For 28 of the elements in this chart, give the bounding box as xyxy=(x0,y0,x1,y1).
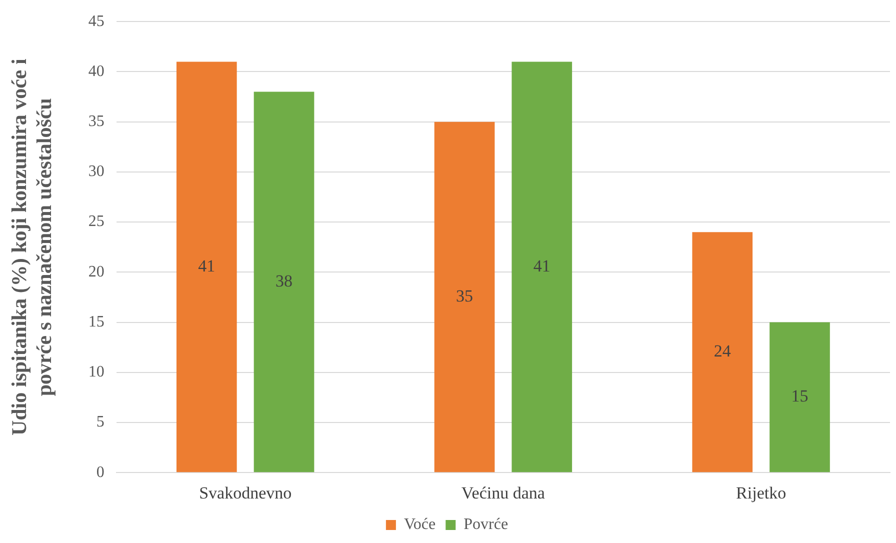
x-tick-label: Većinu dana xyxy=(461,483,546,502)
y-tick-label: 10 xyxy=(88,364,104,381)
x-tick-label: Svakodnevno xyxy=(199,483,292,502)
data-label: 41 xyxy=(533,256,550,276)
legend-label: Povrće xyxy=(464,516,508,534)
data-label: 15 xyxy=(791,386,808,406)
data-label: 41 xyxy=(198,256,216,276)
bar xyxy=(176,62,237,472)
legend-label: Voće xyxy=(404,516,436,534)
y-tick-label: 40 xyxy=(88,62,104,80)
x-tick-label: Rijetko xyxy=(736,483,786,502)
y-tick-label: 0 xyxy=(96,464,104,481)
bar xyxy=(692,232,753,472)
y-tick-label: 25 xyxy=(88,213,104,230)
bar xyxy=(770,322,830,472)
data-label: 24 xyxy=(714,342,732,361)
data-label: 38 xyxy=(276,271,293,290)
y-tick-label: 45 xyxy=(88,12,104,30)
bar xyxy=(254,92,314,472)
y-tick-label: 35 xyxy=(88,113,104,130)
y-tick-label: 30 xyxy=(88,163,104,180)
y-tick-label: 15 xyxy=(88,313,104,330)
bar xyxy=(512,62,572,472)
y-tick-label: 20 xyxy=(88,263,104,280)
bar xyxy=(434,122,495,472)
y-axis-title: Udio ispitanika (%) koji konzumira voće i povrće s naznačenom učestalošću xyxy=(7,58,56,436)
y-tick-label: 5 xyxy=(96,414,104,431)
data-label: 35 xyxy=(456,286,474,306)
